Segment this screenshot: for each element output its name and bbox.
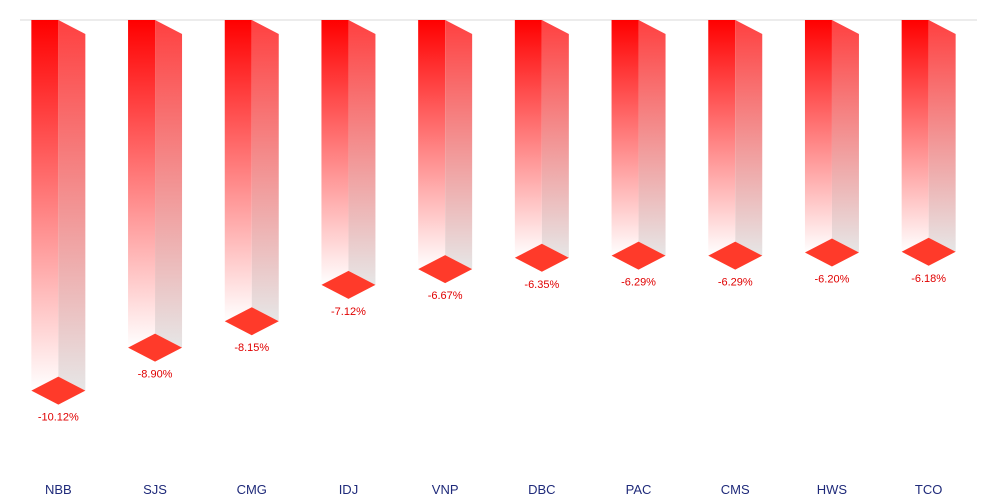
bar-front-face (31, 20, 59, 391)
bar-side-face (445, 20, 473, 270)
bar-side-face (348, 20, 376, 285)
bar-bottom-cap (321, 270, 376, 299)
value-label-tco: -6.18% (911, 273, 946, 285)
bar-front-face (611, 20, 639, 256)
category-label-tco: TCO (915, 482, 942, 497)
bar-front-face (418, 20, 446, 270)
bar-front-face (128, 20, 156, 348)
bar-bottom-cap (901, 237, 956, 266)
bar-bottom-cap (611, 241, 666, 270)
bar-side-face (58, 20, 86, 391)
bar-bottom-cap (708, 241, 763, 270)
category-label-cms: CMS (721, 482, 750, 497)
bar-idj (321, 20, 376, 299)
bar-tco (901, 20, 956, 266)
category-label-hws: HWS (817, 482, 848, 497)
category-label-dbc: DBC (528, 482, 555, 497)
bar-side-face (541, 20, 569, 258)
bar-front-face (514, 20, 542, 258)
category-label-vnp: VNP (432, 482, 459, 497)
category-label-cmg: CMG (237, 482, 267, 497)
category-label-nbb: NBB (45, 482, 72, 497)
bar-hws (804, 20, 859, 267)
bar-bottom-cap (418, 255, 473, 284)
category-label-idj: IDJ (339, 482, 359, 497)
bar-side-face (155, 20, 183, 348)
category-labels-group: NBB SJS CMG IDJ VNP DBC PAC CMS HWS TCO (45, 482, 942, 497)
bar-side-face (251, 20, 279, 322)
value-label-dbc: -6.35% (524, 279, 559, 291)
bar-dbc (514, 20, 569, 272)
bar-front-face (804, 20, 832, 253)
value-label-cmg: -8.15% (234, 342, 269, 354)
value-labels-group: -10.12% -8.90% -8.15% -7.12% -6.67% -6.35% -6.… (38, 273, 946, 424)
bar-nbb (31, 20, 86, 405)
bars-group (31, 20, 956, 405)
bar-bottom-cap (31, 376, 86, 405)
bar-pac (611, 20, 666, 270)
bar-side-face (638, 20, 666, 256)
value-label-pac: -6.29% (621, 277, 656, 289)
bar-front-face (321, 20, 349, 285)
category-label-sjs: SJS (143, 482, 167, 497)
bar-cms (708, 20, 763, 270)
bar-side-face (735, 20, 763, 256)
value-label-vnp: -6.67% (428, 290, 463, 302)
bar-bottom-cap (128, 333, 183, 362)
bar-side-face (928, 20, 956, 252)
bar-front-face (224, 20, 252, 322)
bar-sjs (128, 20, 183, 362)
bar-cmg (224, 20, 279, 336)
bar-bottom-cap (514, 243, 569, 272)
bar-vnp (418, 20, 473, 284)
bar-bottom-cap (224, 307, 279, 336)
value-label-hws: -6.20% (815, 274, 850, 286)
value-label-idj: -7.12% (331, 306, 366, 318)
bar-front-face (708, 20, 736, 256)
value-label-nbb: -10.12% (38, 412, 79, 424)
category-label-pac: PAC (626, 482, 652, 497)
value-label-cms: -6.29% (718, 277, 753, 289)
bar-bottom-cap (804, 238, 859, 267)
value-label-sjs: -8.90% (138, 369, 173, 381)
bar-side-face (831, 20, 859, 253)
bar-front-face (901, 20, 929, 252)
